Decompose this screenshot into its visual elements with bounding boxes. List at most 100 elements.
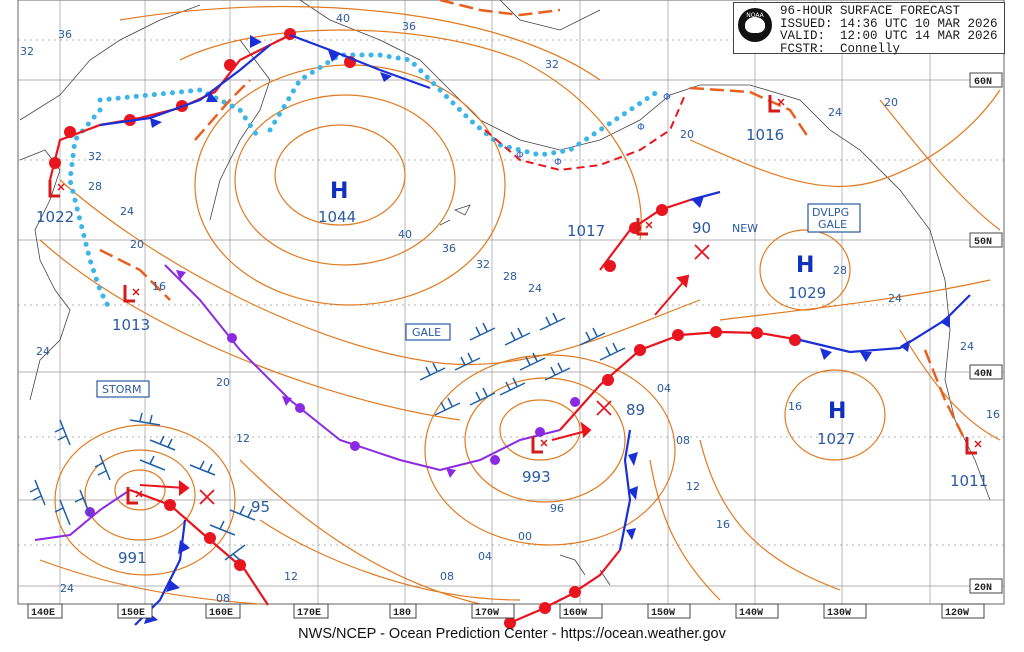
- lat-lon-grid: [17, 0, 1005, 605]
- svg-text:180: 180: [393, 608, 411, 619]
- svg-text:24: 24: [36, 345, 50, 358]
- new-label: NEW: [732, 222, 758, 235]
- header-valid: VALID: 12:00 UTC 14 MAR 2026: [780, 29, 998, 43]
- svg-text:24: 24: [528, 282, 542, 295]
- wind-barbs: [29, 312, 626, 561]
- svg-text:40: 40: [398, 228, 412, 241]
- motion-arrows: [139, 274, 690, 496]
- svg-text:140E: 140E: [31, 608, 55, 619]
- svg-text:36: 36: [402, 20, 416, 33]
- svg-text:28: 28: [88, 180, 102, 193]
- svg-text:150E: 150E: [121, 608, 145, 619]
- svg-text:130W: 130W: [827, 608, 851, 619]
- latitude-labels: 60N 50N 40N 20N: [969, 72, 1003, 594]
- svg-text:08: 08: [676, 434, 690, 447]
- header-forecaster: FCSTR: Connelly: [780, 41, 901, 56]
- high-symbol: H: [330, 179, 348, 204]
- future-position-markers: [199, 244, 710, 505]
- svg-text:20: 20: [680, 128, 694, 141]
- isobars: [39, 5, 1001, 605]
- svg-text:20: 20: [216, 376, 230, 389]
- occluded-fronts: [34, 264, 561, 541]
- alaska-markers: Φ Φ Φ Φ: [516, 92, 671, 168]
- svg-text:40: 40: [336, 12, 350, 25]
- footer-credit: NWS/NCEP - Ocean Prediction Center - htt…: [298, 626, 726, 642]
- svg-text:24: 24: [888, 292, 902, 305]
- svg-text:04: 04: [478, 550, 492, 563]
- svg-text:08: 08: [216, 592, 230, 605]
- svg-text:20: 20: [884, 96, 898, 109]
- coastlines: [19, 0, 991, 586]
- developing-gale-label-2: GALE: [818, 218, 847, 231]
- svg-text:36: 36: [442, 242, 456, 255]
- header-issued: ISSUED: 14:36 UTC 10 MAR 2026: [780, 16, 998, 31]
- svg-text:12: 12: [236, 432, 250, 445]
- low-pressure-value: 1011: [950, 472, 988, 490]
- future-low-value: 90: [692, 219, 711, 237]
- future-low-value: 95: [251, 498, 270, 516]
- pressure-system-labels: H 1044 H 1029 H 1027 1022 1013 1017 1016…: [36, 126, 988, 567]
- low-pressure-value: 1016: [746, 126, 784, 144]
- svg-text:16: 16: [986, 408, 1000, 421]
- warning-boxes: GALE STORM DVLPG GALE: [96, 203, 861, 398]
- svg-text:24: 24: [120, 205, 134, 218]
- svg-text:Φ: Φ: [663, 92, 671, 103]
- warm-front-symbols: [49, 28, 801, 629]
- svg-text:12: 12: [686, 480, 700, 493]
- svg-text:40N: 40N: [974, 369, 992, 380]
- gale-label: GALE: [412, 326, 441, 339]
- storm-label: STORM: [102, 383, 142, 396]
- developing-gale-label: DVLPG: [812, 206, 849, 219]
- low-symbols: [48, 95, 982, 505]
- svg-text:120W: 120W: [945, 608, 969, 619]
- svg-text:24: 24: [828, 106, 842, 119]
- svg-text:Φ: Φ: [516, 150, 524, 161]
- high-symbol: H: [796, 253, 814, 278]
- svg-text:160E: 160E: [209, 608, 233, 619]
- cold-fronts: [99, 33, 971, 626]
- svg-text:36: 36: [58, 28, 72, 41]
- svg-text:16: 16: [716, 518, 730, 531]
- svg-text:20: 20: [130, 238, 144, 251]
- occluded-front-symbols: [85, 270, 580, 517]
- high-symbol: H: [828, 399, 846, 424]
- svg-text:140W: 140W: [739, 608, 763, 619]
- noaa-logo: NOAA: [738, 8, 772, 42]
- low-pressure-value: 1022: [36, 208, 74, 226]
- high-pressure-value: 1044: [318, 208, 356, 226]
- svg-text:04: 04: [657, 382, 671, 395]
- low-pressure-value: 1013: [112, 316, 150, 334]
- svg-text:16: 16: [152, 280, 166, 293]
- svg-text:32: 32: [20, 45, 34, 58]
- ice-edge: [67, 52, 663, 313]
- svg-text:32: 32: [476, 258, 490, 271]
- low-pressure-value: 1017: [567, 222, 605, 240]
- svg-text:170E: 170E: [297, 608, 321, 619]
- forecast-header: NOAA 96-HOUR SURFACE FORECAST ISSUED: 14…: [733, 2, 1005, 56]
- svg-text:28: 28: [833, 264, 847, 277]
- svg-text:60N: 60N: [974, 77, 992, 88]
- svg-text:24: 24: [60, 582, 74, 595]
- storm-area-outline: [484, 94, 686, 172]
- cold-front-symbols: [144, 35, 950, 624]
- svg-text:96: 96: [550, 502, 564, 515]
- svg-text:150W: 150W: [651, 608, 675, 619]
- svg-text:12: 12: [284, 570, 298, 583]
- low-pressure-value: 991: [118, 549, 147, 567]
- svg-text:32: 32: [545, 58, 559, 71]
- longitude-labels: 140E 150E 160E 170E 180 170W 160W 150W 1…: [27, 603, 985, 619]
- svg-text:24: 24: [960, 340, 974, 353]
- troughs: [99, 0, 967, 441]
- svg-text:20N: 20N: [974, 583, 992, 594]
- svg-text:160W: 160W: [563, 608, 587, 619]
- svg-text:32: 32: [88, 150, 102, 163]
- svg-text:00: 00: [518, 530, 532, 543]
- svg-text:08: 08: [440, 570, 454, 583]
- svg-text:16: 16: [788, 400, 802, 413]
- svg-text:170W: 170W: [475, 608, 499, 619]
- low-pressure-value: 993: [522, 468, 551, 486]
- isobar-labels: 32 36 40 36 32 32 28 24 20 16 24 20 40 3…: [20, 12, 1000, 605]
- svg-text:28: 28: [503, 270, 517, 283]
- svg-text:50N: 50N: [974, 237, 992, 248]
